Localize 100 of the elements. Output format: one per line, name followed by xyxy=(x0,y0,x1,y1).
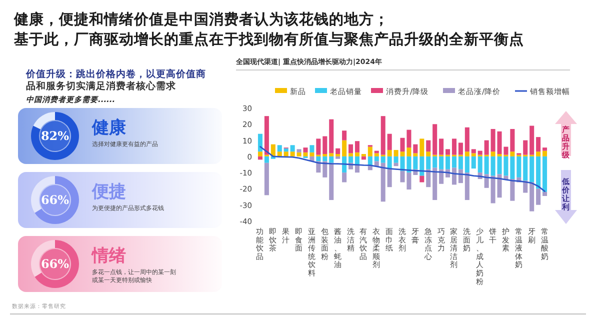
bar xyxy=(464,172,470,200)
bar xyxy=(322,161,328,178)
bar xyxy=(270,144,276,156)
bar xyxy=(413,156,418,170)
bar xyxy=(420,176,424,182)
bar xyxy=(264,162,269,196)
bar xyxy=(277,145,282,152)
data-label: 66% xyxy=(40,193,70,207)
bar xyxy=(516,156,522,178)
bar xyxy=(322,156,328,162)
bar xyxy=(329,156,334,163)
bar xyxy=(387,134,392,150)
bar xyxy=(484,174,489,188)
donut-slice xyxy=(33,112,55,130)
bar xyxy=(471,149,476,154)
bar xyxy=(329,119,334,154)
bar xyxy=(510,156,515,180)
bar xyxy=(542,192,548,196)
chart-title: 情绪 xyxy=(91,246,126,266)
bar xyxy=(303,148,308,152)
bar xyxy=(452,156,456,168)
bar xyxy=(258,152,262,156)
text: 健康，便捷和情绪价值是中国消费者认为该花钱的地方； xyxy=(13,10,389,28)
bar xyxy=(458,156,463,170)
bar xyxy=(368,146,372,156)
bar xyxy=(452,168,456,185)
bar xyxy=(523,156,528,181)
donut-slice xyxy=(34,240,79,288)
bar xyxy=(542,148,548,151)
bar xyxy=(458,142,463,155)
bar xyxy=(542,156,548,192)
bar xyxy=(446,156,450,170)
bar xyxy=(258,134,262,152)
bar xyxy=(536,156,541,189)
bar xyxy=(510,152,515,156)
bar xyxy=(316,138,321,155)
donut-slice xyxy=(34,176,79,224)
bar xyxy=(523,140,528,155)
bar xyxy=(510,179,515,201)
text: 价值升级：跳出价格内卷，以更高价值商品和服务切实满足消费者核心需求 xyxy=(25,68,206,92)
bar xyxy=(484,140,489,155)
bar xyxy=(413,153,418,156)
data-label: 82% xyxy=(40,129,70,143)
bar xyxy=(464,156,470,173)
bar xyxy=(354,156,360,164)
bar xyxy=(284,148,288,152)
bar xyxy=(536,137,541,152)
bar xyxy=(471,153,476,156)
bar xyxy=(426,140,431,152)
bar xyxy=(478,156,482,173)
bar xyxy=(336,156,340,159)
bar xyxy=(342,130,347,140)
line-series xyxy=(260,146,546,192)
bar xyxy=(464,152,470,156)
bar xyxy=(284,152,288,156)
bar xyxy=(329,153,334,156)
bar xyxy=(387,150,392,156)
bar xyxy=(530,126,534,155)
bar xyxy=(342,156,347,173)
bar xyxy=(310,145,314,152)
bar xyxy=(380,162,386,202)
bar xyxy=(290,145,295,152)
bar xyxy=(530,182,534,212)
bar xyxy=(368,166,372,170)
bar xyxy=(446,149,450,155)
bar xyxy=(536,152,541,156)
bar xyxy=(258,156,262,160)
bar xyxy=(439,138,444,155)
bar xyxy=(290,152,295,156)
bar xyxy=(348,153,354,156)
bar xyxy=(432,168,438,200)
bar xyxy=(322,136,328,154)
bar xyxy=(439,156,444,170)
bar xyxy=(342,172,347,182)
data-label: 66% xyxy=(40,257,70,271)
bar xyxy=(329,162,334,200)
bar xyxy=(464,127,470,152)
chart-title: 便捷 xyxy=(91,182,126,202)
bar xyxy=(484,156,489,174)
bar xyxy=(420,156,424,176)
bar xyxy=(354,141,360,152)
donut-slice xyxy=(31,112,79,160)
bar xyxy=(342,140,347,156)
bar xyxy=(510,128,515,152)
bar xyxy=(432,124,438,155)
bar xyxy=(432,156,438,168)
bar xyxy=(420,138,424,156)
bar xyxy=(316,156,321,162)
bar xyxy=(478,150,482,155)
bar xyxy=(264,116,269,155)
bar xyxy=(380,156,386,163)
bar xyxy=(542,150,548,156)
bar xyxy=(387,169,392,188)
bar xyxy=(413,144,418,154)
bar xyxy=(452,138,456,155)
bar xyxy=(374,156,379,162)
bar xyxy=(426,156,431,170)
bar xyxy=(296,149,302,152)
bar xyxy=(471,156,476,169)
bar xyxy=(530,156,534,182)
